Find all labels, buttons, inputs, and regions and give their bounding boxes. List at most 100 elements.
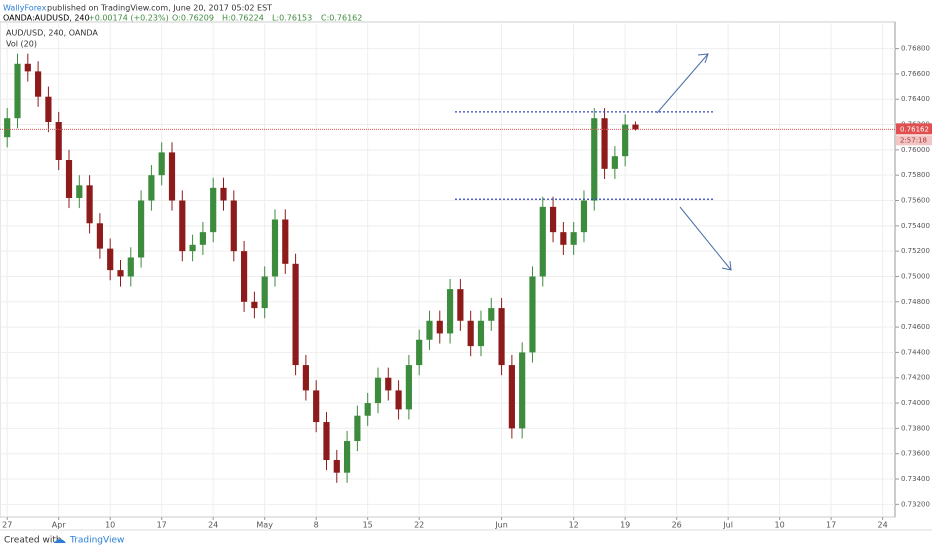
x-tick-label: 22 (414, 521, 424, 530)
candle-body (292, 263, 299, 366)
candle-body (148, 175, 155, 201)
candle-body (127, 257, 134, 277)
candle-body (333, 460, 340, 473)
candle-body (230, 200, 237, 252)
candle-body (179, 200, 186, 252)
candle-body (24, 63, 31, 72)
candle-body (611, 156, 618, 169)
candle-body (395, 390, 402, 410)
candle-body (241, 251, 248, 302)
y-tick-label: 0.74000 (901, 399, 930, 407)
candle-body (477, 320, 485, 347)
candle-body (498, 308, 505, 366)
x-tick-label: 26 (672, 521, 682, 530)
candle-body (14, 63, 21, 119)
candle-body (549, 206, 557, 233)
footer-created: Created with (4, 536, 62, 546)
candle-body (220, 187, 227, 201)
candle-body (261, 276, 268, 309)
candle-body (271, 219, 279, 277)
y-tick-label: 0.76800 (901, 45, 930, 53)
brand-icon (54, 539, 66, 543)
y-tick-label: 0.75400 (901, 222, 930, 230)
candle-body (251, 301, 258, 309)
countdown-label: 2:57:18 (900, 136, 927, 144)
candle-body (302, 365, 309, 391)
candle-body (580, 200, 588, 233)
x-tick-label: May (256, 521, 273, 530)
y-tick-label: 0.73200 (901, 500, 930, 508)
candle-body (519, 352, 526, 429)
last-price-box (896, 123, 932, 135)
candle-body (529, 276, 536, 353)
candle-body (457, 289, 464, 321)
candle-body (354, 415, 361, 442)
y-tick-label: 0.74200 (901, 374, 930, 382)
candle-body (508, 365, 515, 429)
x-tick-label: 12 (569, 521, 579, 530)
x-tick-label: 24 (208, 521, 218, 530)
candle-body (426, 320, 433, 340)
candle-body (570, 232, 577, 245)
candle-body (55, 122, 62, 160)
y-tick-label: 0.75000 (901, 272, 930, 280)
candle-body (436, 320, 443, 334)
y-tick-label: 0.74600 (901, 323, 930, 331)
x-tick-label: 17 (157, 521, 167, 530)
candle-body (313, 390, 320, 423)
author[interactable]: WallyForex (3, 4, 47, 13)
y-tick-label: 0.73400 (901, 475, 930, 483)
change: +0.00174 (+0.23%) (88, 14, 169, 23)
candle-body (65, 159, 73, 198)
candle-body (35, 71, 42, 97)
y-tick-label: 0.75600 (901, 197, 930, 205)
candle-body (560, 232, 567, 245)
x-tick-label: Apr (52, 521, 67, 530)
candle-body (45, 96, 52, 123)
x-tick-label: 10 (775, 521, 785, 530)
candle-body (4, 118, 11, 138)
candle-body (282, 219, 289, 264)
candle-body (117, 270, 124, 277)
y-tick-label: 0.74400 (901, 348, 930, 356)
x-tick-label: 17 (826, 521, 836, 530)
x-tick-label: 24 (878, 521, 888, 530)
candle-body (86, 185, 93, 224)
candle-body (488, 308, 495, 321)
last-price-label: 0.76162 (900, 125, 929, 133)
candle-body (107, 248, 114, 271)
candle-body (210, 187, 217, 233)
candle-body (168, 152, 176, 201)
y-tick-label: 0.76400 (901, 95, 930, 103)
y-tick-label: 0.76000 (901, 146, 930, 154)
candle-body (199, 232, 206, 245)
candle-body (622, 124, 629, 157)
candle-body (76, 185, 83, 198)
candle-body (416, 339, 423, 366)
arrow-down (679, 206, 732, 271)
x-tick-label: Jul (722, 521, 733, 530)
y-tick-label: 0.75800 (901, 171, 930, 179)
candle-body (323, 422, 330, 461)
arrow-up-head (697, 53, 709, 64)
candle-body (138, 200, 145, 258)
x-tick-label: 15 (363, 521, 373, 530)
candle-body (343, 441, 351, 473)
symbol: OANDA:AUDUSD, 240 (3, 14, 90, 23)
candle-body (158, 152, 165, 176)
low: L:0.76153 (272, 14, 312, 23)
countdown-box (896, 135, 932, 146)
arrow-up (656, 53, 709, 114)
candle-body (601, 118, 608, 169)
candle-body (189, 244, 196, 252)
y-tick-label: 0.73800 (901, 424, 930, 432)
candle-body (632, 124, 639, 130)
footer-brand[interactable]: TradingView (69, 536, 124, 546)
candle-body (446, 289, 454, 334)
open: O:0.76209 (172, 14, 214, 23)
candle-body (374, 377, 382, 404)
x-tick-label: Jun (494, 521, 508, 530)
y-tick-label: 0.73600 (901, 450, 930, 458)
